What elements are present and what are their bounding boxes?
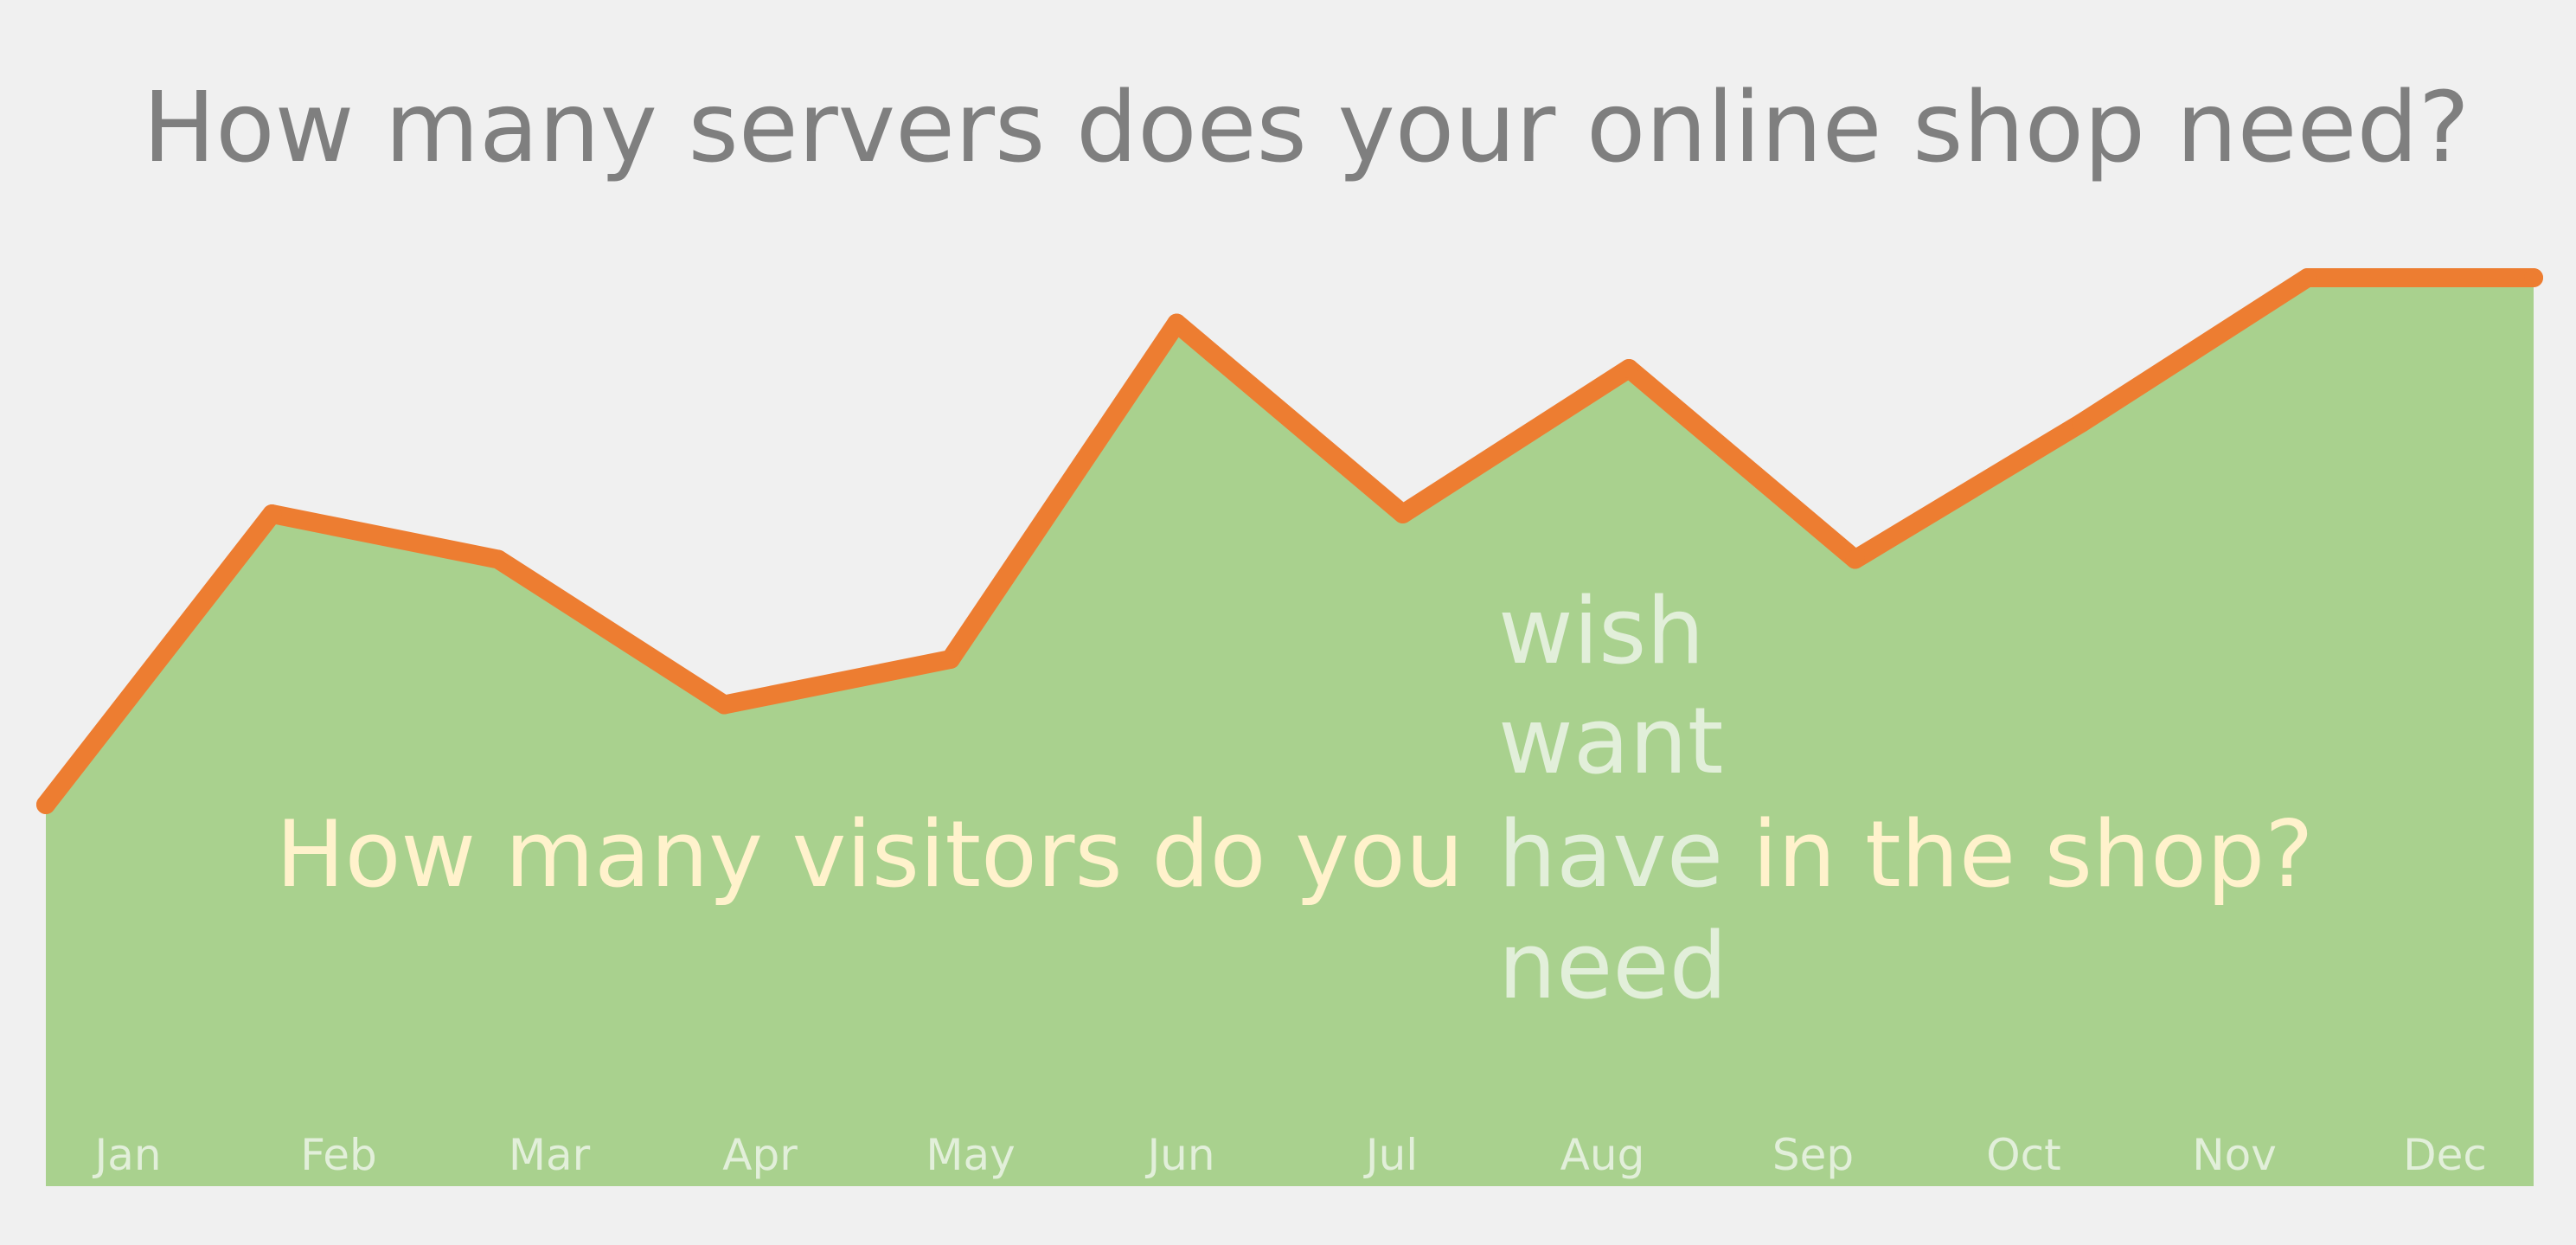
x-tick-label: Jun [1144, 1130, 1214, 1180]
alt-word-wish: wish [1498, 578, 1705, 684]
data-point-may [940, 650, 960, 669]
annotation-suffix: in the shop? [1723, 801, 2313, 908]
annotation-keyword: have [1498, 801, 1723, 908]
annotation-prefix: How many visitors do you [276, 801, 1464, 908]
x-tick-label: Feb [300, 1130, 377, 1180]
alt-word-want: want [1498, 688, 1723, 794]
data-point-sep [1845, 549, 1865, 569]
data-point-mar [488, 549, 508, 569]
x-tick-label: Nov [2192, 1130, 2277, 1180]
x-tick-label: May [926, 1130, 1015, 1180]
area-fill [46, 278, 2534, 1186]
data-point-aug [1619, 359, 1639, 378]
data-point-jan [36, 795, 55, 814]
data-point-dec [2524, 268, 2543, 287]
data-point-apr [714, 695, 734, 715]
data-point-feb [262, 504, 282, 523]
series-line [36, 268, 2543, 814]
x-tick-label: Jan [92, 1130, 161, 1180]
x-tick-label: Apr [722, 1130, 798, 1180]
data-point-jul [1393, 504, 1413, 523]
x-tick-label: Jul [1363, 1130, 1418, 1180]
data-point-oct [2072, 414, 2092, 433]
x-tick-label: Dec [2403, 1130, 2487, 1180]
alt-word-need: need [1498, 913, 1727, 1019]
x-tick-label: Aug [1560, 1130, 1645, 1180]
annotation-rest: have in the shop? [1498, 801, 2314, 908]
data-point-jun [1167, 313, 1187, 333]
x-tick-label: Sep [1772, 1130, 1854, 1180]
chart-title: How many servers does your online shop n… [143, 72, 2470, 184]
data-point-nov [2297, 268, 2317, 287]
x-tick-label: Mar [509, 1130, 591, 1180]
x-tick-label: Oct [1986, 1130, 2060, 1180]
